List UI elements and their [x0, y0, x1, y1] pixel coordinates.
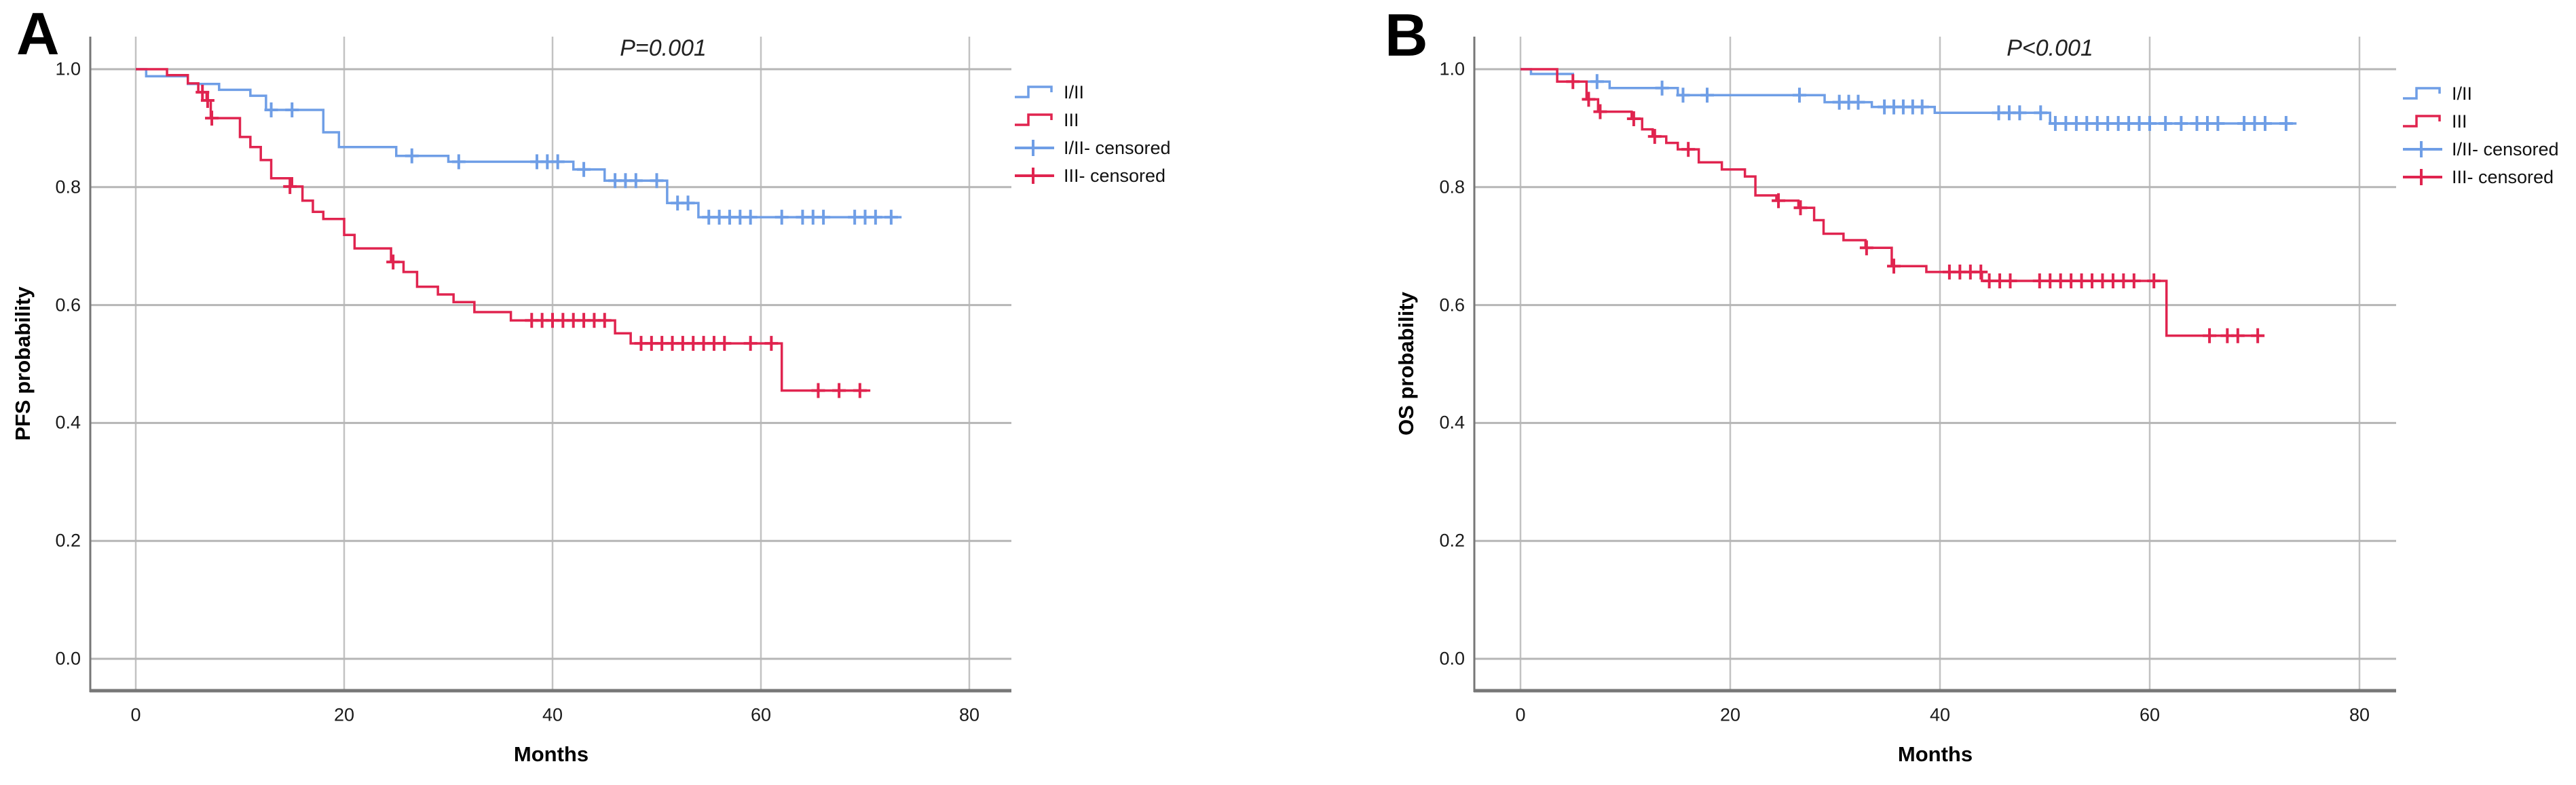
panel-b-x-axis-title: Months	[1897, 742, 1973, 766]
km-curve-III	[1520, 68, 2297, 125]
panel-b-y-axis-title: OS probability	[1394, 292, 1418, 436]
legend-step-line-icon	[2403, 87, 2441, 100]
legend-step-line-icon	[2403, 115, 2441, 128]
panel-a-pvalue: P=0.001	[620, 35, 707, 61]
legend-item: I/II- censored	[2402, 138, 2559, 160]
y-tick-label: 0.8	[55, 176, 81, 197]
y-tick-label: 0.0	[55, 648, 81, 669]
legend-item: I/II	[2402, 83, 2559, 104]
legend-item: III	[2402, 111, 2559, 132]
legend-item-label: I/II	[2452, 83, 2473, 104]
x-tick-label: 20	[333, 704, 355, 725]
legend-item-label: III- censored	[1064, 165, 1166, 186]
legend-item-label: I/II- censored	[1064, 137, 1171, 158]
legend-item: III- censored	[1013, 165, 1171, 187]
y-tick-label: 0.8	[1439, 176, 1465, 197]
legend: I/II III I/II- censored III- censored	[2402, 83, 2559, 188]
panel-a-letter: A	[16, 0, 60, 67]
legend-step-line-icon	[1015, 113, 1053, 126]
y-tick-label: 1.0	[55, 58, 81, 79]
y-tick-label: 0.6	[55, 294, 81, 315]
x-tick-label: 40	[1929, 704, 1951, 725]
panel-a-y-axis-title: PFS probability	[11, 286, 35, 441]
x-tick-label: 0	[130, 704, 141, 725]
km-curve-III	[1520, 68, 2262, 337]
legend-item-label: I/II	[1064, 81, 1085, 102]
y-tick-label: 0.2	[55, 530, 81, 551]
y-tick-label: 0.4	[55, 412, 81, 433]
x-tick-label: 40	[542, 704, 563, 725]
x-tick-label: 80	[2349, 704, 2370, 725]
legend-step-line-icon	[1015, 85, 1053, 98]
x-tick-label: 80	[958, 704, 980, 725]
legend: I/II III I/II- censored III- censored	[1013, 81, 1171, 187]
legend-item-label: III	[2452, 111, 2467, 132]
legend-censor-plus-icon	[2403, 169, 2442, 185]
y-tick-label: 0.2	[1439, 530, 1465, 551]
panel-b-letter: B	[1385, 1, 1428, 69]
legend-censor-plus-icon	[1015, 168, 1054, 184]
legend-item: III	[1013, 109, 1171, 131]
legend-item: I/II	[1013, 81, 1171, 103]
panel-a-x-axis-title: Months	[513, 742, 589, 766]
legend-censor-plus-icon	[2403, 141, 2442, 157]
legend-item: I/II- censored	[1013, 137, 1171, 159]
legend-item-label: III- censored	[2452, 166, 2554, 187]
x-tick-label: 60	[750, 704, 772, 725]
legend-censor-plus-icon	[1015, 140, 1054, 156]
legend-item: III- censored	[2402, 166, 2559, 188]
y-tick-label: 0.6	[1439, 294, 1465, 315]
y-tick-label: 1.0	[1439, 58, 1465, 79]
y-tick-label: 0.4	[1439, 412, 1465, 433]
x-tick-label: 60	[2139, 704, 2161, 725]
y-tick-label: 0.0	[1439, 648, 1465, 669]
legend-item-label: III	[1064, 109, 1079, 130]
legend-item-label: I/II- censored	[2452, 138, 2559, 159]
panel-b-pvalue: P<0.001	[2006, 35, 2093, 61]
x-tick-label: 20	[1719, 704, 1741, 725]
x-tick-label: 0	[1515, 704, 1526, 725]
